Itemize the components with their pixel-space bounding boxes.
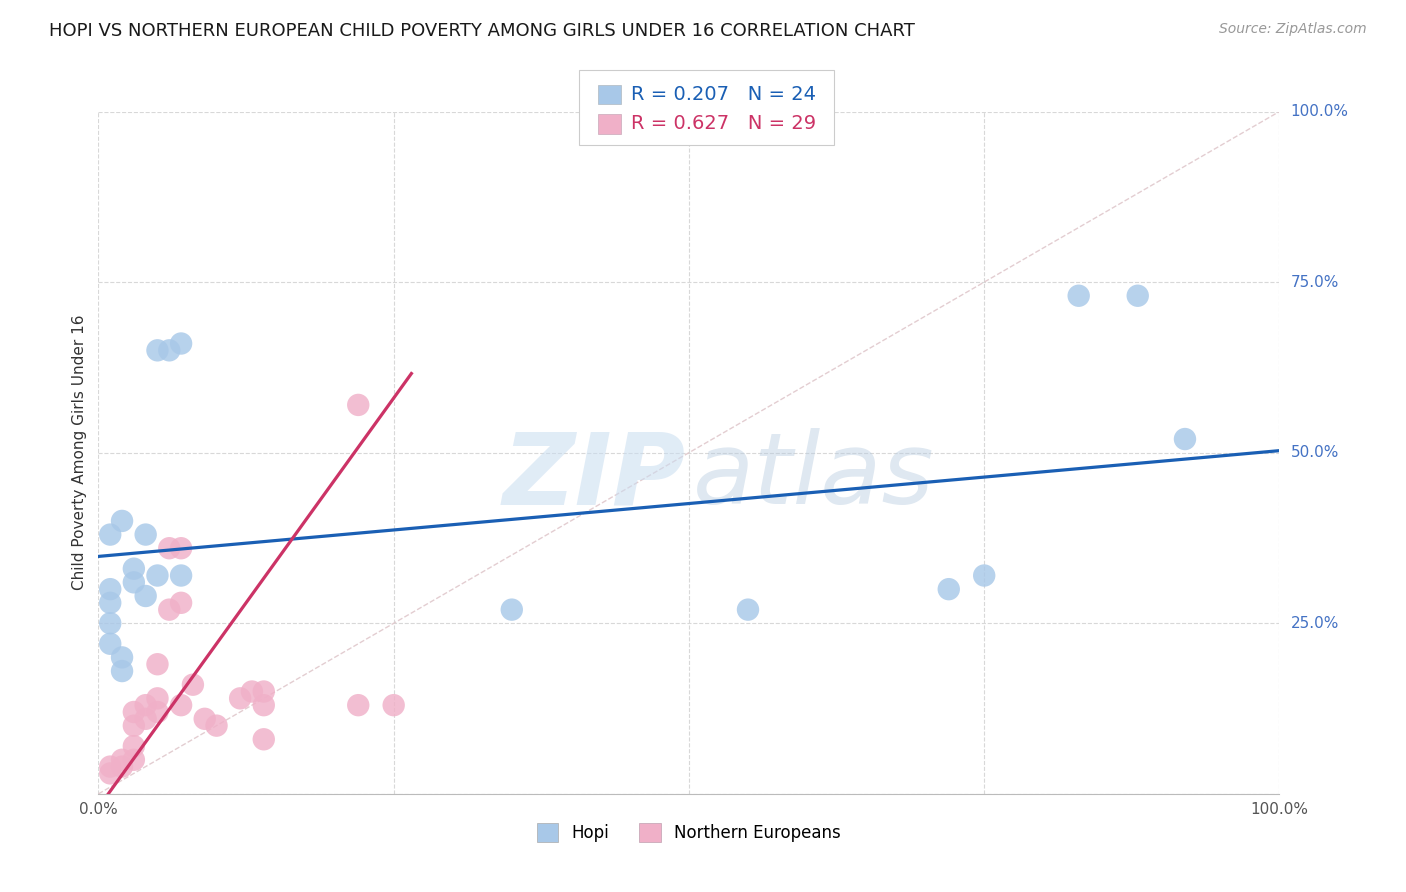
Legend: Hopi, Northern Europeans: Hopi, Northern Europeans — [529, 815, 849, 850]
Point — [122, 705, 145, 719]
Point — [111, 514, 134, 528]
Point — [157, 602, 180, 616]
Point — [98, 637, 121, 651]
Point — [170, 336, 193, 351]
Point — [146, 343, 169, 358]
Point — [240, 684, 263, 698]
Point — [229, 691, 252, 706]
Point — [98, 766, 121, 780]
Point — [98, 596, 121, 610]
Point — [205, 719, 228, 733]
Point — [146, 691, 169, 706]
Point — [1174, 432, 1197, 446]
Point — [253, 698, 276, 713]
Text: 100.0%: 100.0% — [1291, 104, 1348, 119]
Text: 25.0%: 25.0% — [1291, 615, 1339, 631]
Point — [170, 541, 193, 556]
Point — [938, 582, 960, 596]
Point — [98, 759, 121, 773]
Point — [98, 582, 121, 596]
Point — [347, 398, 370, 412]
Text: R = 0.207   N = 24: R = 0.207 N = 24 — [631, 85, 817, 104]
Point — [135, 589, 157, 603]
Point — [98, 616, 121, 631]
Point — [122, 753, 145, 767]
Point — [146, 657, 169, 672]
Text: 50.0%: 50.0% — [1291, 445, 1339, 460]
Point — [146, 568, 169, 582]
Point — [111, 650, 134, 665]
Point — [146, 705, 169, 719]
Text: atlas: atlas — [693, 428, 934, 525]
Point — [157, 343, 180, 358]
Point — [111, 753, 134, 767]
Point — [122, 575, 145, 590]
Point — [347, 698, 370, 713]
Text: HOPI VS NORTHERN EUROPEAN CHILD POVERTY AMONG GIRLS UNDER 16 CORRELATION CHART: HOPI VS NORTHERN EUROPEAN CHILD POVERTY … — [49, 22, 915, 40]
Text: R = 0.627   N = 29: R = 0.627 N = 29 — [631, 114, 817, 134]
Point — [157, 541, 180, 556]
Point — [170, 698, 193, 713]
Point — [737, 602, 759, 616]
Point — [122, 739, 145, 753]
Text: ZIP: ZIP — [502, 428, 685, 525]
Point — [111, 664, 134, 678]
Point — [1067, 289, 1090, 303]
Point — [194, 712, 217, 726]
Point — [253, 684, 276, 698]
Point — [382, 698, 405, 713]
Point — [501, 602, 523, 616]
Point — [122, 562, 145, 576]
Y-axis label: Child Poverty Among Girls Under 16: Child Poverty Among Girls Under 16 — [72, 315, 87, 591]
Point — [135, 527, 157, 541]
Point — [253, 732, 276, 747]
Point — [111, 759, 134, 773]
Point — [135, 712, 157, 726]
Point — [98, 527, 121, 541]
Point — [135, 698, 157, 713]
Text: Source: ZipAtlas.com: Source: ZipAtlas.com — [1219, 22, 1367, 37]
Point — [973, 568, 995, 582]
Point — [122, 719, 145, 733]
Point — [181, 678, 204, 692]
Text: 75.0%: 75.0% — [1291, 275, 1339, 290]
Point — [1126, 289, 1149, 303]
Point — [170, 568, 193, 582]
Point — [170, 596, 193, 610]
